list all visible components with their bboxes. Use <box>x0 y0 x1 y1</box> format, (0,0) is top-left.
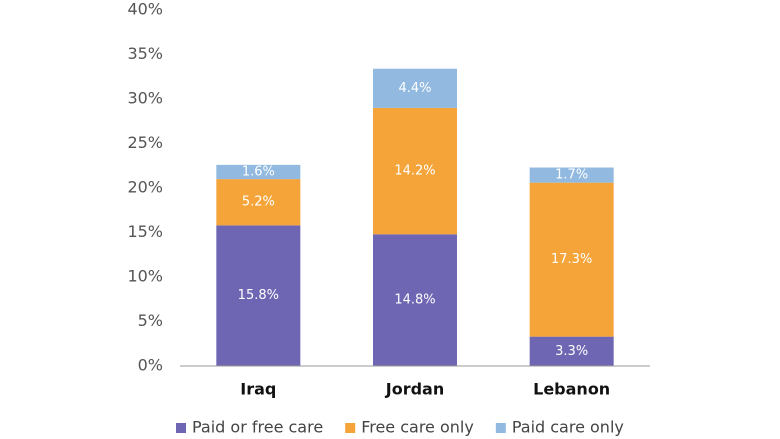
bar-segment <box>373 107 457 235</box>
value-label: 14.8% <box>394 293 435 308</box>
value-label: 14.2% <box>394 164 435 179</box>
bar-segment <box>216 179 301 226</box>
legend-label: Paid or free care <box>192 418 323 437</box>
value-label: 3.3% <box>555 344 588 359</box>
y-tick-label: 0% <box>138 356 163 375</box>
value-label: 17.3% <box>551 252 592 267</box>
x-tick-label: Lebanon <box>533 380 610 399</box>
y-tick-label: 25% <box>127 133 163 152</box>
bar-segment <box>216 164 301 180</box>
legend-label: Free care only <box>361 418 474 437</box>
bar-segment <box>529 167 614 183</box>
bar-segment <box>373 68 457 108</box>
y-tick-label: 15% <box>127 222 163 241</box>
value-label: 1.6% <box>242 164 275 179</box>
y-tick-label: 35% <box>127 44 163 63</box>
bar-segment <box>373 234 457 366</box>
x-tick-label: Jordan <box>385 380 444 399</box>
y-tick-label: 20% <box>127 178 163 197</box>
value-label: 4.4% <box>398 81 431 96</box>
legend-label: Paid care only <box>512 418 624 437</box>
legend-swatch <box>176 423 186 433</box>
y-tick-label: 5% <box>138 311 163 330</box>
value-label: 5.2% <box>242 195 275 210</box>
bar-segment <box>529 336 614 366</box>
bar-segment <box>529 182 614 337</box>
y-tick-label: 40% <box>127 0 163 19</box>
legend-swatch <box>345 423 356 433</box>
y-tick-label: 30% <box>127 89 163 108</box>
legend-swatch <box>495 423 506 433</box>
x-tick-label: Iraq <box>240 380 276 399</box>
value-label: 1.7% <box>555 168 588 183</box>
value-label: 15.8% <box>238 288 279 303</box>
bar-segment <box>216 225 301 366</box>
y-tick-label: 10% <box>127 267 163 286</box>
